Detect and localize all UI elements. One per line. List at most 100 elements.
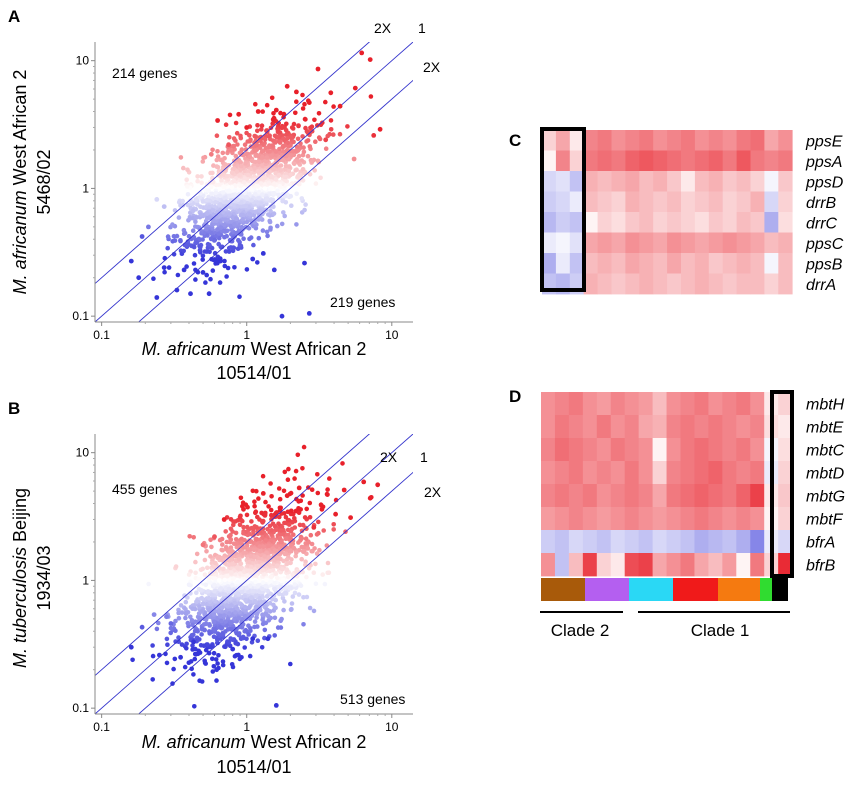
heatmap-cell: [667, 212, 682, 233]
scatter-point: [250, 636, 256, 642]
cloud-point: [234, 169, 240, 174]
x-tick-label: 10: [385, 720, 399, 734]
cloud-point: [256, 159, 262, 165]
cloud-point: [244, 568, 250, 574]
cloud-point: [217, 613, 223, 619]
cloud-point: [239, 203, 245, 209]
cloud-point: [253, 510, 258, 516]
cloud-point: [258, 549, 263, 554]
heatmap-cell: [653, 191, 668, 213]
cloud-point: [271, 211, 277, 216]
cloud-point: [182, 230, 188, 236]
heatmap-cell: [639, 273, 654, 295]
cloud-point: [281, 488, 287, 494]
cloud-point: [247, 599, 253, 604]
heatmap-cell: [554, 507, 570, 531]
cloud-point: [220, 659, 226, 664]
cloud-point: [212, 576, 218, 581]
cloud-point: [303, 117, 308, 122]
x-axis-label-species-b: M. africanum: [142, 732, 246, 752]
heatmap-cell: [625, 212, 640, 233]
cloud-point: [292, 582, 298, 587]
heatmap-cell: [722, 150, 737, 172]
heatmap-cell: [681, 171, 696, 192]
cloud-point: [188, 614, 193, 620]
cloud-point: [234, 606, 240, 611]
cloud-point: [253, 536, 259, 542]
cloud-point: [270, 121, 276, 126]
clade-1-label: Clade 1: [691, 621, 750, 640]
cloud-point: [226, 148, 231, 153]
heatmap-cell: [638, 530, 653, 554]
heatmap-cell: [625, 232, 640, 254]
scatter-point: [151, 612, 157, 617]
heatmap-cell: [596, 507, 612, 531]
cloud-point: [318, 502, 324, 508]
cloud-point: [247, 559, 252, 565]
y-tick-label: 1: [82, 181, 89, 195]
heatmap-cell: [681, 191, 696, 213]
cloud-point: [304, 526, 309, 531]
cloud-point: [291, 139, 296, 145]
cloud-point: [296, 510, 302, 515]
heatmap-cell: [736, 530, 751, 554]
cloud-point: [185, 167, 190, 172]
line-label-upper-b: 2X: [380, 449, 398, 465]
cloud-point: [284, 567, 290, 573]
cloud-point: [241, 180, 247, 185]
cloud-point: [277, 535, 283, 541]
cloud-point: [307, 605, 313, 611]
cloud-point: [164, 660, 170, 666]
cloud-point: [223, 249, 229, 254]
heatmap-cell: [736, 461, 751, 485]
cloud-point: [274, 527, 279, 533]
cloud-point: [171, 666, 176, 672]
cloud-point: [279, 524, 285, 530]
heatmap-cell: [694, 553, 709, 577]
scatter-point: [128, 644, 134, 650]
cloud-point: [267, 562, 272, 568]
cloud-point: [315, 490, 321, 496]
heatmap-cell: [610, 553, 626, 577]
cloud-point: [266, 181, 272, 186]
cloud-point: [294, 191, 300, 197]
cloud-point: [321, 528, 327, 533]
cloud-point: [328, 127, 334, 132]
cloud-point: [190, 208, 196, 213]
cloud-point: [193, 215, 199, 220]
heatmap-cell: [583, 253, 598, 274]
heatmap-cell: [610, 484, 626, 508]
cloud-point: [264, 155, 270, 160]
gene-label: mbtC: [806, 443, 845, 460]
y-tick-label: 1: [82, 573, 89, 587]
cloud-point: [260, 567, 266, 573]
reference-line: [137, 79, 413, 322]
cloud-point: [210, 656, 215, 662]
heatmap-cell: [652, 530, 667, 554]
cloud-point: [176, 616, 182, 621]
cloud-point: [249, 640, 255, 645]
cloud-point: [185, 595, 190, 600]
cloud-point: [259, 645, 265, 650]
heatmap-cell: [582, 553, 598, 577]
cloud-point: [234, 541, 239, 546]
cloud-point: [262, 627, 268, 633]
heatmap-cell: [764, 273, 779, 295]
scatter-point: [306, 100, 312, 105]
cloud-point: [281, 210, 286, 215]
cloud-point: [288, 529, 294, 534]
cloud-point: [240, 518, 245, 524]
line-label-mid-a: 1: [418, 20, 426, 36]
heatmap-cell: [778, 507, 793, 531]
panel-letter-c: C: [509, 131, 521, 150]
cloud-point: [278, 167, 284, 173]
cloud-point: [266, 212, 271, 217]
scatter-point: [311, 525, 317, 530]
heatmap-cell: [610, 461, 626, 485]
heatmap-cell: [666, 415, 681, 439]
heatmap-cell: [667, 191, 682, 213]
cloud-point: [274, 555, 280, 561]
heatmap-cell: [569, 212, 585, 233]
cloud-point: [237, 548, 243, 553]
